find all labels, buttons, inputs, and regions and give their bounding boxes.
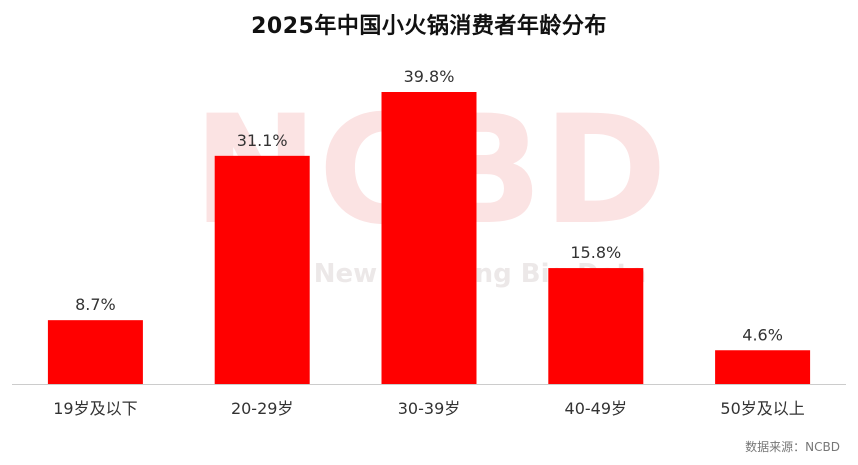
category-label-1: 20-29岁 (231, 399, 294, 418)
chart-title: 2025年中国小火锅消费者年龄分布 (251, 14, 607, 39)
bar-1 (214, 155, 310, 384)
data-source: 数据来源：NCBD (745, 440, 840, 454)
bar-0 (47, 320, 143, 384)
data-label-3: 15.8% (570, 243, 621, 262)
category-label-4: 50岁及以上 (720, 399, 804, 418)
bar-3 (548, 268, 644, 384)
category-label-3: 40-49岁 (565, 399, 628, 418)
data-label-0: 8.7% (75, 295, 116, 314)
category-label-2: 30-39岁 (398, 399, 461, 418)
bar-2 (381, 92, 477, 384)
data-label-1: 31.1% (237, 131, 288, 150)
data-label-4: 4.6% (742, 325, 783, 344)
category-label-0: 19岁及以下 (53, 399, 137, 418)
data-label-2: 39.8% (404, 67, 455, 86)
bar-4 (715, 350, 811, 384)
